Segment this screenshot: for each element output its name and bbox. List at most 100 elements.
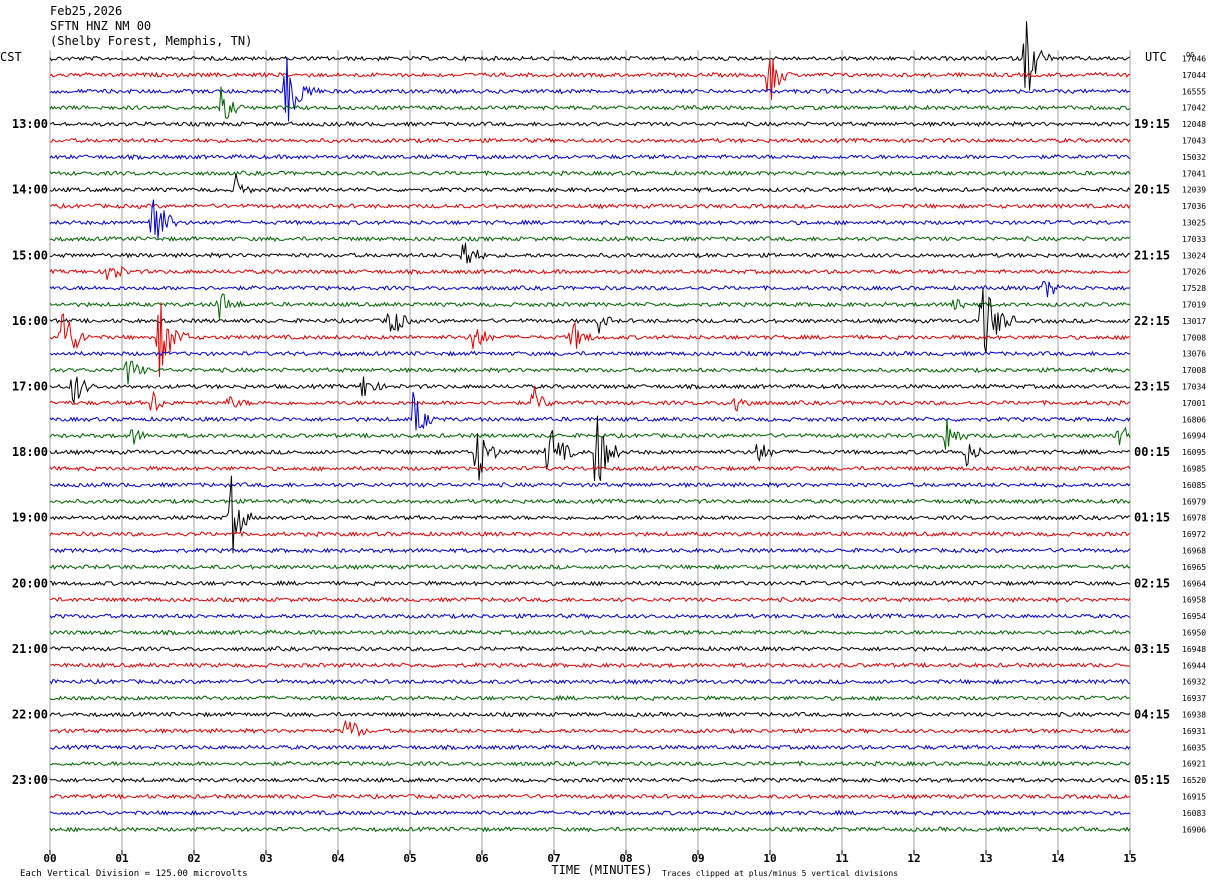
right-count-label: 13024 (1182, 251, 1206, 260)
trace-row-2 (49, 57, 1131, 122)
x-tick-label: 09 (691, 852, 704, 865)
trace-row-39 (49, 694, 1131, 702)
right-count-label: 17044 (1182, 71, 1206, 80)
trace-row-23 (49, 418, 1131, 450)
right-count-label: 16931 (1182, 727, 1206, 736)
x-tick-label: 03 (259, 852, 272, 865)
right-count-label: 17008 (1182, 366, 1206, 375)
trace-row-15 (49, 293, 1131, 320)
x-tick-label: 11 (835, 852, 849, 865)
right-hour-label: 21:15 (1134, 248, 1170, 262)
x-tick-label: 10 (763, 852, 776, 865)
trace-row-12 (49, 242, 1131, 264)
x-tick-label: 04 (331, 852, 345, 865)
right-hour-label: 23:15 (1134, 380, 1170, 394)
trace-row-42 (49, 744, 1131, 751)
trace-row-1 (49, 58, 1131, 100)
right-count-label: 16906 (1182, 825, 1206, 834)
right-hour-label: 00:15 (1134, 445, 1170, 459)
header-station: SFTN HNZ NM 00 (50, 19, 152, 33)
trace-row-36 (49, 645, 1131, 652)
trace-row-38 (49, 678, 1131, 685)
right-count-label: 16083 (1182, 809, 1206, 818)
right-count-label: 13017 (1182, 317, 1206, 326)
trace-row-16 (49, 289, 1131, 354)
right-count-label: 17036 (1182, 202, 1206, 211)
trace-row-18 (49, 350, 1131, 357)
right-hour-label: 03:15 (1134, 642, 1170, 656)
right-count-label: 13076 (1182, 350, 1206, 359)
right-count-label: 16938 (1182, 711, 1206, 720)
trace-row-22 (49, 391, 1131, 431)
left-hour-label: 23:00 (12, 773, 48, 787)
trace-row-29 (49, 530, 1131, 538)
vertical-gridlines (49, 50, 1131, 855)
trace-row-33 (50, 596, 1131, 604)
trace-row-47 (49, 826, 1131, 833)
trace-row-13 (49, 265, 1131, 280)
x-tick-label: 06 (475, 852, 489, 865)
right-count-label: 16932 (1182, 678, 1206, 687)
left-hour-label: 14:00 (12, 183, 48, 197)
trace-row-20 (49, 376, 1131, 405)
trace-row-45 (49, 793, 1131, 800)
left-hour-label: 21:00 (12, 642, 48, 656)
right-count-label: 16950 (1182, 629, 1206, 638)
trace-row-27 (49, 498, 1131, 505)
trace-row-4 (49, 120, 1131, 128)
x-tick-label: 13 (979, 852, 992, 865)
right-count-label: 16979 (1182, 497, 1206, 506)
trace-row-37 (49, 662, 1131, 669)
trace-row-14 (49, 280, 1131, 298)
right-count-label: 16965 (1182, 563, 1206, 572)
trace-row-17 (49, 302, 1130, 377)
right-count-label: 16806 (1182, 415, 1206, 424)
right-hour-label: 04:15 (1134, 708, 1170, 722)
trace-row-26 (49, 481, 1131, 489)
trace-row-34 (49, 612, 1131, 620)
right-count-label: 15032 (1182, 153, 1206, 162)
right-count-label: 16985 (1182, 465, 1206, 474)
trace-row-30 (49, 547, 1131, 554)
right-count-label: 16968 (1182, 547, 1206, 556)
trace-row-11 (49, 235, 1131, 243)
right-hour-label: 20:15 (1134, 183, 1170, 197)
trace-row-5 (49, 137, 1131, 144)
right-count-label: 16944 (1182, 661, 1206, 670)
trace-row-9 (49, 202, 1131, 210)
right-count-label: 16921 (1182, 760, 1206, 769)
left-hour-label: 22:00 (12, 708, 48, 722)
right-hour-label: 01:15 (1134, 511, 1170, 525)
left-hour-label: 20:00 (12, 576, 48, 590)
right-count-label: 16958 (1182, 596, 1206, 605)
right-hour-label: 19:15 (1134, 117, 1170, 131)
right-count-label: 17026 (1182, 268, 1206, 277)
time-labels: 00 01 02 03 04 05 06 07 08 09 10 11 12 13 14 15 17046 170… (0, 50, 1206, 879)
trace-row-0 (49, 21, 1131, 91)
trace-row-31 (49, 563, 1131, 571)
right-hour-label: 22:15 (1134, 314, 1170, 328)
right-count-label: 16972 (1182, 530, 1206, 539)
x-tick-label: 14 (1051, 852, 1065, 865)
vertical-division-note: Each Vertical Division = 125.00 microvol… (20, 869, 248, 879)
header-location: (Shelby Forest, Memphis, TN) (50, 34, 253, 48)
left-hour-label: 17:00 (12, 380, 48, 394)
right-count-label: 12039 (1182, 186, 1206, 195)
trace-row-43 (49, 760, 1131, 767)
trace-row-41 (49, 720, 1131, 738)
x-axis-title: TIME (MINUTES) (551, 863, 652, 877)
right-count-label: 16948 (1182, 645, 1206, 654)
x-tick-label: 02 (187, 852, 200, 865)
left-hour-label: 19:00 (12, 511, 48, 525)
x-tick-label: 07 (547, 852, 560, 865)
x-tick-label: 15 (1123, 852, 1136, 865)
left-hour-label: 16:00 (12, 314, 48, 328)
trace-row-7 (49, 169, 1131, 177)
right-count-label: 17034 (1182, 383, 1206, 392)
trace-row-24 (49, 415, 1131, 482)
right-count-label: 17528 (1182, 284, 1206, 293)
right-count-label: 16978 (1182, 514, 1206, 523)
trace-row-25 (49, 465, 1131, 472)
right-count-label: 17001 (1182, 399, 1206, 408)
trace-row-40 (49, 711, 1131, 718)
